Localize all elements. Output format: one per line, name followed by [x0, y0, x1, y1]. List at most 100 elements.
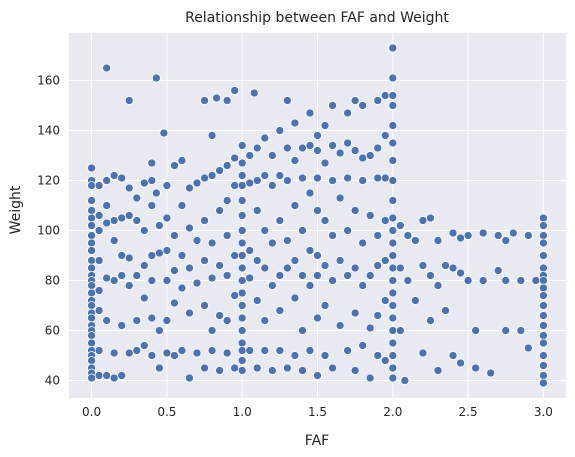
data-point: [388, 313, 398, 323]
data-point: [343, 226, 352, 235]
data-point: [185, 223, 194, 233]
data-point: [87, 206, 96, 215]
data-point: [177, 283, 187, 293]
data-point: [124, 281, 134, 290]
data-point: [249, 88, 259, 98]
data-point: [87, 331, 96, 340]
data-point: [305, 246, 315, 255]
data-point: [177, 346, 187, 355]
data-point: [335, 321, 345, 330]
data-point: [456, 358, 465, 368]
data-point: [200, 363, 209, 373]
data-point: [501, 326, 511, 335]
data-point: [313, 251, 322, 260]
data-point: [388, 138, 398, 148]
data-point: [358, 341, 368, 350]
data-point: [275, 271, 285, 280]
data-point: [313, 206, 322, 215]
data-point: [531, 276, 541, 285]
data-point: [87, 196, 96, 205]
data-point: [539, 338, 548, 348]
data-point: [283, 143, 292, 153]
data-point: [380, 216, 390, 225]
data-point: [388, 91, 398, 100]
data-point: [87, 301, 96, 310]
data-point: [87, 281, 96, 290]
data-point: [388, 251, 398, 260]
data-point: [94, 211, 104, 220]
data-point: [252, 143, 262, 153]
data-point: [516, 276, 526, 285]
data-point: [237, 171, 247, 180]
x-axis-ticks: 0.0 0.5 1.0 1.5 2.0 2.5 3.0: [82, 405, 553, 419]
data-point: [388, 338, 398, 348]
data-point: [320, 301, 330, 310]
data-point: [185, 263, 194, 273]
data-point: [192, 178, 202, 188]
data-point: [358, 101, 368, 110]
data-point: [260, 263, 270, 273]
data-point: [260, 171, 270, 180]
data-point: [298, 173, 307, 183]
data-point: [313, 371, 322, 380]
data-points: [87, 43, 548, 388]
data-point: [94, 256, 104, 265]
data-point: [388, 363, 398, 373]
data-point: [486, 368, 496, 378]
x-tick-label: 2.0: [383, 405, 402, 419]
data-point: [463, 276, 473, 285]
data-point: [539, 331, 548, 340]
data-point: [94, 371, 104, 380]
data-point: [117, 213, 127, 223]
data-point: [395, 221, 405, 230]
data-point: [222, 196, 232, 205]
data-point: [102, 371, 112, 380]
data-point: [539, 351, 548, 360]
data-point: [539, 361, 548, 370]
data-point: [403, 231, 413, 240]
data-point: [200, 96, 209, 105]
data-point: [283, 263, 292, 273]
data-point: [463, 231, 473, 240]
data-point: [230, 86, 240, 95]
data-point: [380, 91, 390, 100]
data-point: [478, 228, 488, 238]
data-point: [501, 236, 511, 245]
data-point: [305, 108, 315, 118]
data-point: [230, 181, 240, 190]
data-point: [448, 228, 458, 238]
data-point: [237, 326, 247, 335]
data-point: [260, 316, 270, 325]
data-point: [373, 143, 383, 153]
data-point: [441, 261, 450, 270]
data-point: [283, 363, 292, 373]
data-point: [170, 231, 179, 240]
data-point: [388, 43, 398, 53]
data-point: [237, 263, 247, 273]
x-tick-label: 1.5: [308, 405, 327, 419]
x-tick-label: 0.0: [82, 405, 101, 419]
data-point: [305, 188, 315, 198]
data-point: [132, 271, 142, 280]
data-point: [388, 238, 398, 248]
data-point: [109, 348, 119, 358]
data-point: [237, 226, 247, 235]
data-point: [275, 346, 285, 355]
data-point: [185, 183, 194, 193]
data-point: [539, 251, 548, 260]
data-point: [245, 151, 255, 160]
data-point: [388, 101, 398, 110]
data-point: [523, 343, 533, 353]
data-point: [516, 326, 526, 335]
chart-title: Relationship between FAF and Weight: [185, 10, 449, 26]
data-point: [539, 291, 548, 300]
data-point: [252, 256, 262, 265]
data-point: [388, 288, 398, 298]
data-point: [388, 276, 398, 285]
data-point: [426, 271, 435, 280]
data-point: [433, 366, 443, 375]
data-point: [155, 248, 164, 258]
data-point: [298, 271, 307, 280]
data-point: [373, 351, 383, 360]
data-point: [132, 316, 142, 325]
